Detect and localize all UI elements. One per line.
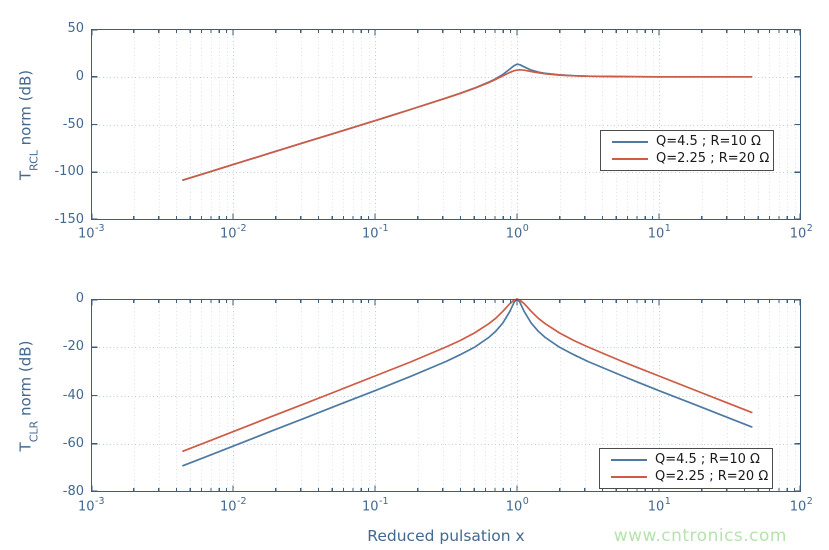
x-tick-label: 10-1 <box>361 496 389 515</box>
x-tick-labels-bottom: 10-3 10-2 10-1 100 101 102 <box>78 496 813 519</box>
legend-entry: Q=4.5 ; R=10 Ω <box>600 451 772 468</box>
legend-entry: Q=2.25 ; R=20 Ω <box>600 468 772 485</box>
y-tick-label: 0 <box>75 291 84 306</box>
data-series <box>182 298 753 467</box>
y-tick-label: -100 <box>54 164 84 180</box>
plot-area-top <box>91 29 801 221</box>
x-tick-label: 101 <box>647 496 671 515</box>
x-tick-label: 10-3 <box>77 223 105 242</box>
series-line-orange <box>182 68 753 181</box>
y-tick-labels-top: 50 0 -50 -100 -150 <box>0 21 84 227</box>
y-tick-label: -40 <box>62 387 84 403</box>
x-tick-label: 100 <box>505 496 529 515</box>
y-tick-label: 50 <box>67 21 84 36</box>
y-tick-label: -80 <box>62 484 84 499</box>
legend-line-sample-blue <box>611 458 647 461</box>
legend-line-sample-orange <box>611 475 647 478</box>
legend-bottom-plot: Q=4.5 ; R=10 Ω Q=2.25 ; R=20 Ω <box>599 448 773 489</box>
legend-line-sample-orange <box>612 157 648 160</box>
series-line-blue <box>182 298 753 467</box>
y-tick-label: -50 <box>62 116 84 132</box>
watermark: www.cntronics.com <box>613 526 787 546</box>
x-tick-label: 101 <box>647 223 671 242</box>
y-tick-label: -150 <box>54 212 84 227</box>
axes-box-and-ticks <box>91 29 801 221</box>
legend-label: Q=4.5 ; R=10 Ω <box>656 134 761 149</box>
x-tick-label: 10-1 <box>361 223 389 242</box>
x-tick-labels-top: 10-3 10-2 10-1 100 101 102 <box>78 223 813 246</box>
x-tick-label: 102 <box>789 223 813 242</box>
x-tick-label: 10-2 <box>219 496 247 515</box>
legend-line-sample-blue <box>612 140 648 143</box>
y-tick-labels-bottom: 0 -20 -40 -60 -80 <box>0 291 84 499</box>
x-tick-label: 102 <box>789 496 813 515</box>
y-tick-label: 0 <box>75 68 84 84</box>
legend-top-plot: Q=4.5 ; R=10 Ω Q=2.25 ; R=20 Ω <box>600 130 774 171</box>
y-tick-label: -60 <box>62 435 84 451</box>
legend-label: Q=2.25 ; R=20 Ω <box>655 469 769 484</box>
axes-top <box>91 29 801 221</box>
x-tick-label: 10-2 <box>219 223 247 242</box>
x-tick-label: 10-3 <box>77 496 105 515</box>
x-tick-label: 100 <box>505 223 529 242</box>
x-axis-label: Reduced pulsation x <box>367 527 525 545</box>
y-tick-label: -20 <box>62 339 84 355</box>
legend-label: Q=2.25 ; R=20 Ω <box>656 151 770 166</box>
legend-label: Q=4.5 ; R=10 Ω <box>655 452 760 467</box>
major-gridlines <box>92 30 800 219</box>
series-line-orange <box>182 298 753 453</box>
legend-entry: Q=4.5 ; R=10 Ω <box>601 133 773 150</box>
legend-entry: Q=2.25 ; R=20 Ω <box>601 150 773 167</box>
data-series <box>182 63 753 181</box>
